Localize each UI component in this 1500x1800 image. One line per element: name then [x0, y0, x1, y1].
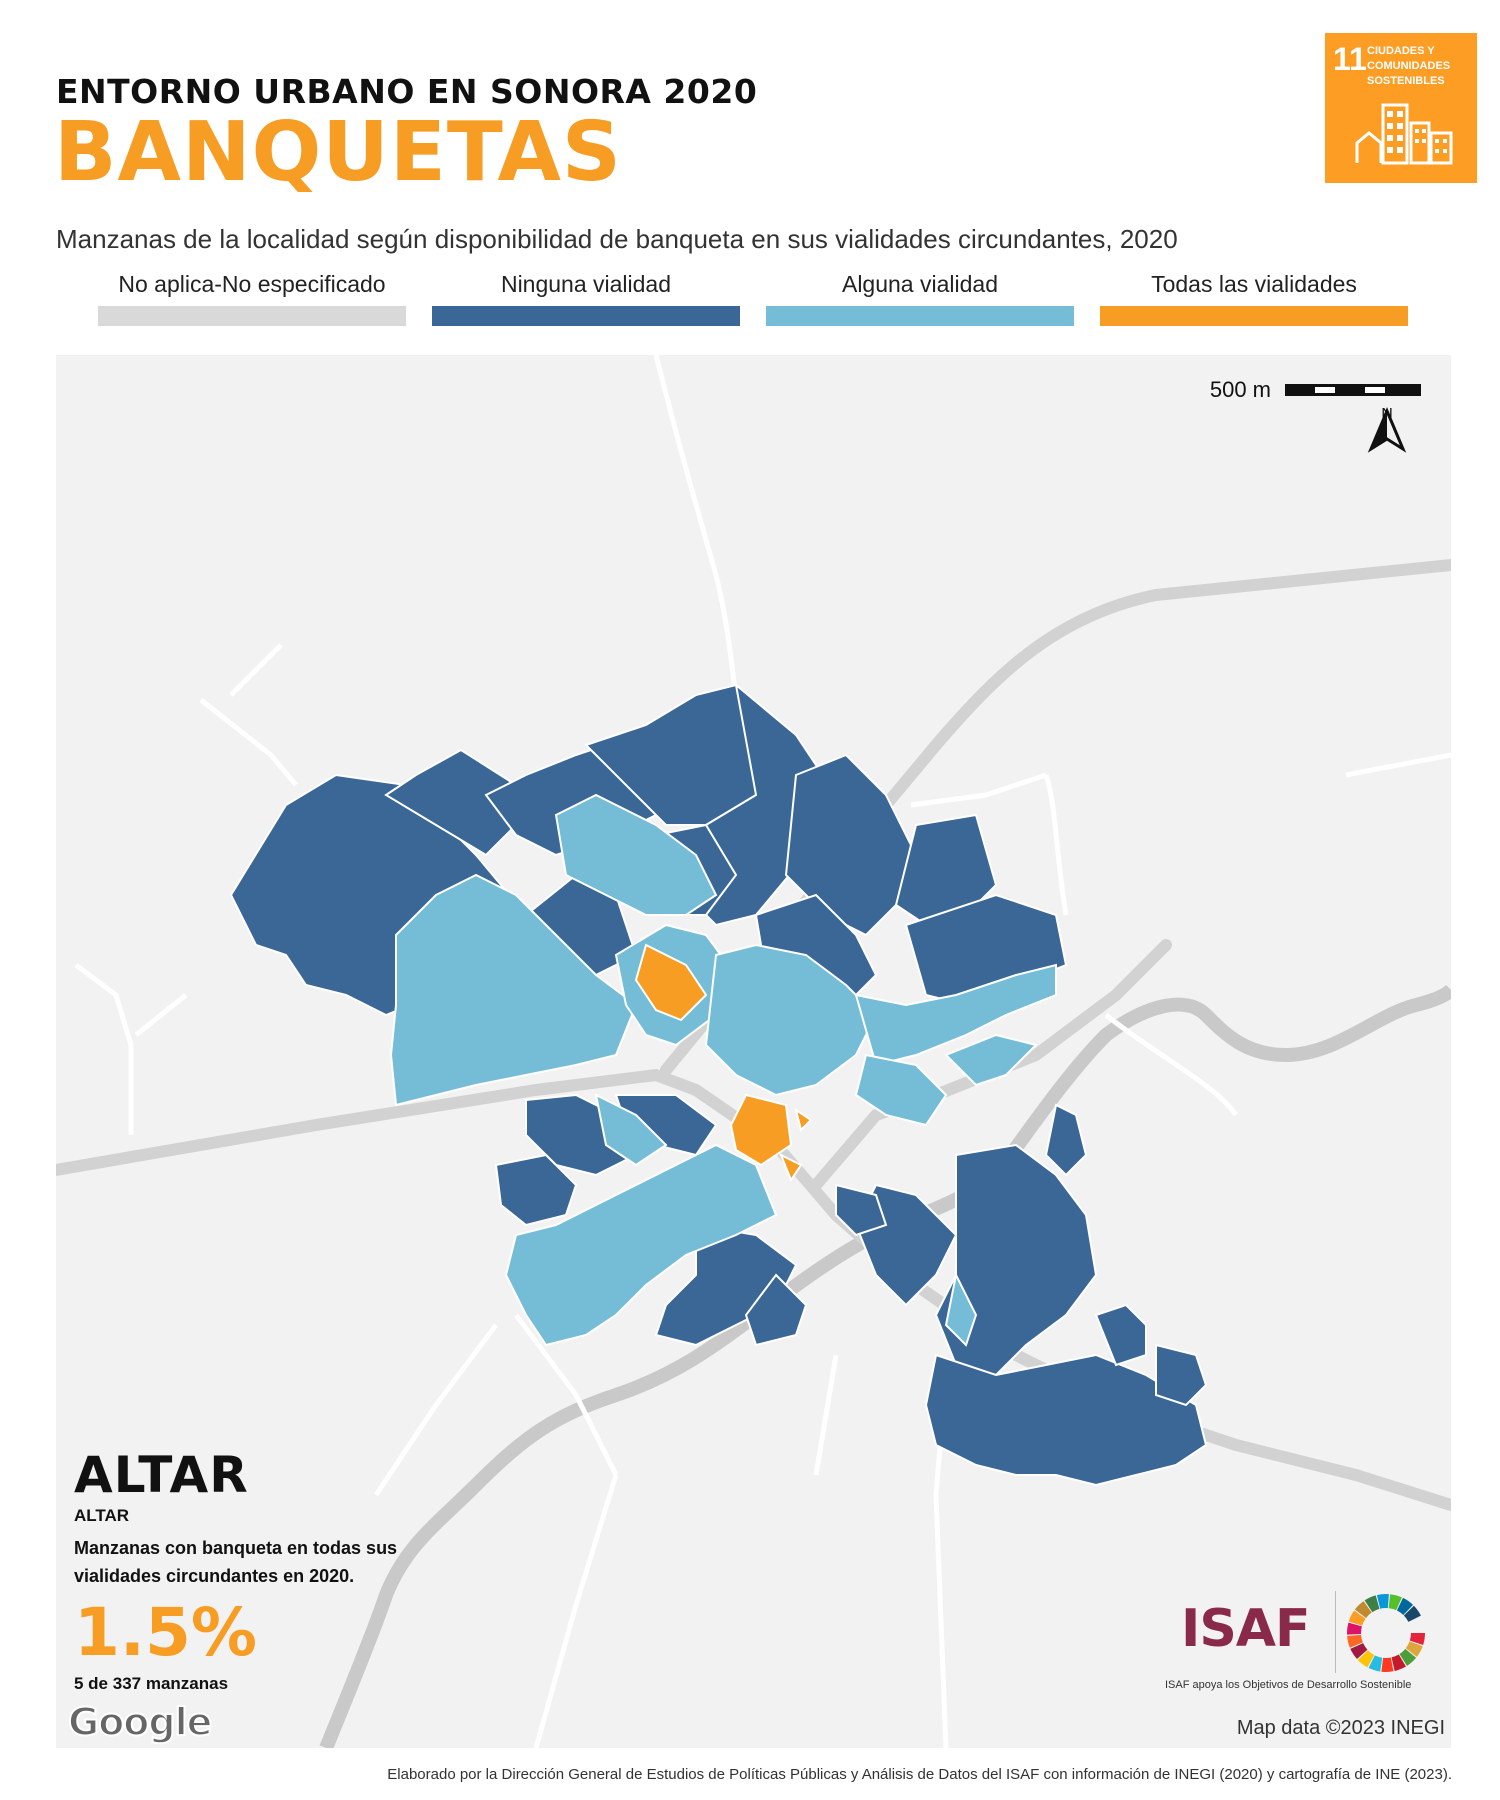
indicator-count: 5 de 337 manzanas [74, 1674, 229, 1693]
sdg-badge: 11 CIUDADES Y COMUNIDADES SOSTENIBLES [1325, 33, 1477, 183]
north-arrow-icon [1367, 407, 1407, 453]
legend-item-ninguna: Ninguna vialidad [432, 270, 740, 326]
footer-credit: Elaborado por la Dirección General de Es… [387, 1766, 1452, 1783]
scale-bar-graphic [1285, 384, 1421, 396]
sdg-wheel-icon [1347, 1594, 1425, 1672]
blocks-all [634, 943, 813, 1183]
locality-panel: ALTAR ALTAR Manzanas con banqueta en tod… [74, 1450, 494, 1694]
sdg-text: CIUDADES Y COMUNIDADES SOSTENIBLES [1367, 45, 1451, 87]
north-arrow: N [1365, 407, 1409, 469]
scale-label: 500 m [1209, 377, 1271, 402]
legend-swatch [432, 306, 740, 326]
isaf-logo: ISAF [1181, 1599, 1311, 1659]
locality-name: ALTAR [74, 1446, 249, 1504]
minor-roads [74, 355, 1451, 1748]
legend-label: Ninguna vialidad [500, 271, 672, 297]
page-title: BANQUETAS [54, 105, 622, 200]
google-logo: Google [67, 1699, 213, 1745]
super-title: ENTORNO URBANO EN SONORA 2020 [56, 72, 758, 111]
map-subtitle: Manzanas de la localidad según disponibi… [56, 224, 1178, 254]
legend-item-todas: Todas las vialidades [1100, 270, 1408, 326]
scale-bar: 500 m [1210, 377, 1421, 403]
isaf-tagline: ISAF apoya los Objetivos de Desarrollo S… [1165, 1679, 1412, 1691]
isaf-logos: ISAF ISAF apoy [1161, 1585, 1426, 1695]
indicator-percentage: 1.5% [74, 1594, 258, 1671]
indicator-description: Manzanas con banqueta en todas sus viali… [74, 1538, 398, 1586]
legend-label: Todas las vialidades [1151, 271, 1357, 297]
logo-separator [1335, 1591, 1336, 1673]
city-buildings-icon [1355, 103, 1453, 165]
map-attribution: Map data ©2023 INEGI [1236, 1717, 1445, 1739]
legend-item-alguna: Alguna vialidad [766, 270, 1074, 326]
map-canvas[interactable]: 500 m N ALTAR ALTAR Manzanas con banquet… [56, 355, 1451, 1748]
legend: No aplica-No especificado Ninguna vialid… [98, 270, 1410, 330]
legend-item-no-aplica: No aplica-No especificado [98, 270, 406, 326]
legend-swatch [98, 306, 406, 326]
blocks-some [389, 793, 1057, 1347]
municipality-name: ALTAR [74, 1506, 130, 1525]
sdg-number: 11 [1333, 41, 1367, 77]
map-layer [56, 355, 1451, 1748]
legend-label: No aplica-No especificado [118, 271, 386, 297]
legend-swatch [1100, 306, 1408, 326]
legend-swatch [766, 306, 1074, 326]
legend-label: Alguna vialidad [841, 271, 998, 297]
